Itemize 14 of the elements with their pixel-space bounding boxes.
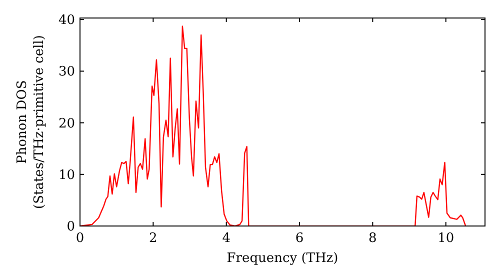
x-tick-label: 0 bbox=[76, 231, 84, 246]
y-axis-title: Phonon DOS (States/THz·primitive cell) bbox=[15, 34, 47, 210]
y-tick-label: 0 bbox=[66, 220, 75, 235]
x-tick-label: 8 bbox=[368, 231, 377, 246]
x-axis-title: Frequency (THz) bbox=[226, 251, 338, 266]
y-tick-label: 20 bbox=[58, 116, 75, 132]
line-series bbox=[80, 26, 466, 226]
x-tick-label: 4 bbox=[222, 231, 230, 246]
x-tick-label: 6 bbox=[295, 231, 304, 246]
y-tick-label: 40 bbox=[58, 13, 75, 28]
y-tick-label: 10 bbox=[58, 168, 75, 183]
y-tick-label: 30 bbox=[58, 64, 75, 80]
x-tick-label: 2 bbox=[149, 231, 158, 246]
x-tick-label: 10 bbox=[438, 231, 454, 246]
